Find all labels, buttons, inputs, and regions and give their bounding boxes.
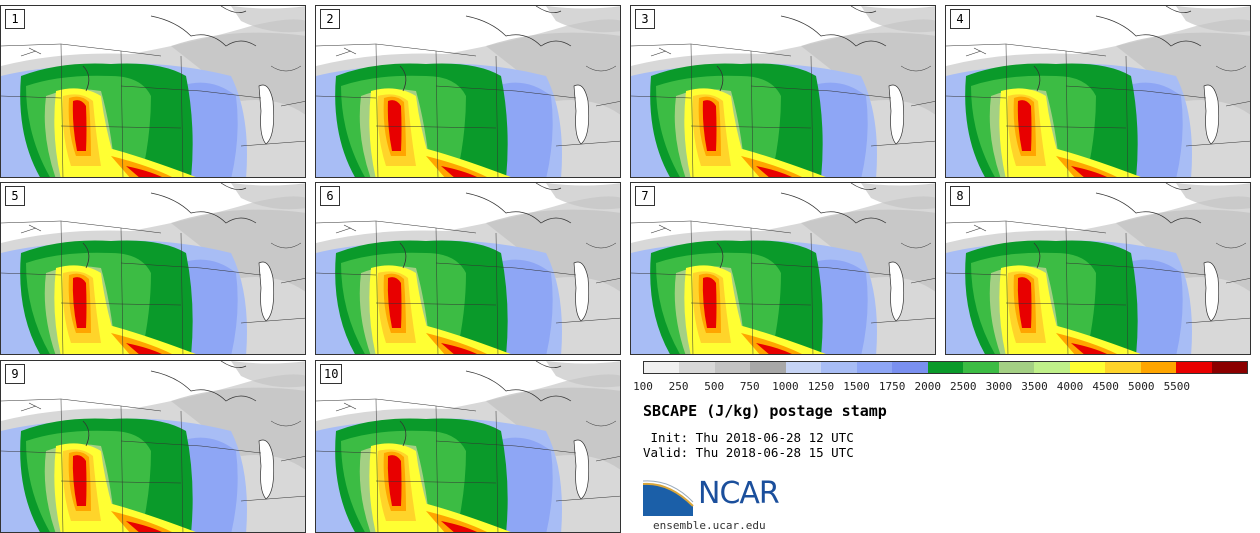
- ncar-logo: NCAR: [642, 476, 793, 520]
- colorbar-segment: [1069, 362, 1106, 373]
- site-url: ensemble.ucar.edu: [653, 519, 766, 532]
- colorbar-tick-label: 1500: [843, 380, 870, 393]
- colorbar-segment: [1105, 362, 1141, 373]
- sbcape-map: [946, 6, 1250, 177]
- colorbar-tick-label: 5500: [1163, 380, 1191, 393]
- logo-text: NCAR: [698, 476, 780, 511]
- stamp-panel: 7: [630, 182, 936, 355]
- stamp-number: 9: [5, 364, 25, 384]
- stamp-panel: 5: [0, 182, 306, 355]
- sbcape-map: [1, 361, 305, 532]
- colorbar-segment: [1211, 362, 1247, 373]
- colorbar-tick-label: 100: [633, 380, 653, 393]
- stamp-panel: 3: [630, 5, 936, 178]
- colorbar-segment: [892, 362, 928, 373]
- colorbar-segment: [1176, 362, 1212, 373]
- stamp-panel: 2: [315, 5, 621, 178]
- ncar-swoosh-icon: [642, 480, 694, 516]
- colorbar-segment: [644, 362, 680, 373]
- stamp-panel: 6: [315, 182, 621, 355]
- colorbar-tick-label: 1250: [807, 380, 835, 393]
- colorbar-tick-label: 5000: [1127, 380, 1155, 393]
- colorbar-segment: [856, 362, 893, 373]
- sbcape-map: [1, 183, 305, 354]
- sbcape-map: [631, 6, 935, 177]
- stamp-number: 6: [320, 186, 340, 206]
- colorbar-tick-label: 1000: [772, 380, 799, 393]
- sbcape-map: [316, 183, 620, 354]
- colorbar-tick-label: 750: [739, 380, 760, 393]
- stamp-number: 2: [320, 9, 340, 29]
- stamp-panel: 10: [315, 360, 621, 533]
- colorbar-segment: [821, 362, 857, 373]
- colorbar-ticks: 100 250 500 750 1000 1250 1500 1750 2000 2500 3000…: [633, 380, 1248, 394]
- colorbar-segment: [679, 362, 715, 373]
- colorbar-tick-label: 4000: [1056, 380, 1084, 393]
- stamp-panel: 1: [0, 5, 306, 178]
- colorbar-tick-label: 1750: [878, 380, 906, 393]
- stamp-number: 5: [5, 186, 25, 206]
- sbcape-map: [316, 6, 620, 177]
- colorbar-tick-label: 500: [704, 380, 725, 393]
- colorbar-tick-label: 3500: [1021, 380, 1048, 393]
- stamp-panel: 8: [945, 182, 1251, 355]
- colorbar-tick-label: 2000: [914, 380, 941, 393]
- chart-title: SBCAPE (J/kg) postage stamp: [643, 402, 887, 420]
- stamp-number: 1: [5, 9, 25, 29]
- colorbar-segment: [927, 362, 964, 373]
- stamp-number: 10: [320, 364, 343, 384]
- sbcape-map: [1, 6, 305, 177]
- sbcape-map: [631, 183, 935, 354]
- colorbar-segment: [998, 362, 1035, 373]
- stamp-number: 4: [950, 9, 970, 29]
- stamp-number: 8: [950, 186, 970, 206]
- colorbar-tick-label: 4500: [1092, 380, 1119, 393]
- colorbar-segment: [1140, 362, 1177, 373]
- colorbar-segment: [714, 362, 751, 373]
- sbcape-map: [946, 183, 1250, 354]
- stamp-panel: 9: [0, 360, 306, 533]
- stamp-number: 7: [635, 186, 655, 206]
- colorbar-segment: [785, 362, 822, 373]
- valid-time: Valid: Thu 2018-06-28 15 UTC: [643, 445, 854, 460]
- colorbar-tick-label: 2500: [950, 380, 977, 393]
- colorbar-segment: [750, 362, 786, 373]
- init-time: Init: Thu 2018-06-28 12 UTC: [643, 430, 854, 445]
- colorbar-segment: [963, 362, 999, 373]
- colorbar-segment: [1034, 362, 1070, 373]
- stamp-number: 3: [635, 9, 655, 29]
- colorbar-tick-label: 250: [668, 380, 689, 393]
- stamp-panel: 4: [945, 5, 1251, 178]
- colorbar-tick-label: 3000: [985, 380, 1013, 393]
- colorbar: [643, 361, 1248, 374]
- sbcape-map: [316, 361, 620, 532]
